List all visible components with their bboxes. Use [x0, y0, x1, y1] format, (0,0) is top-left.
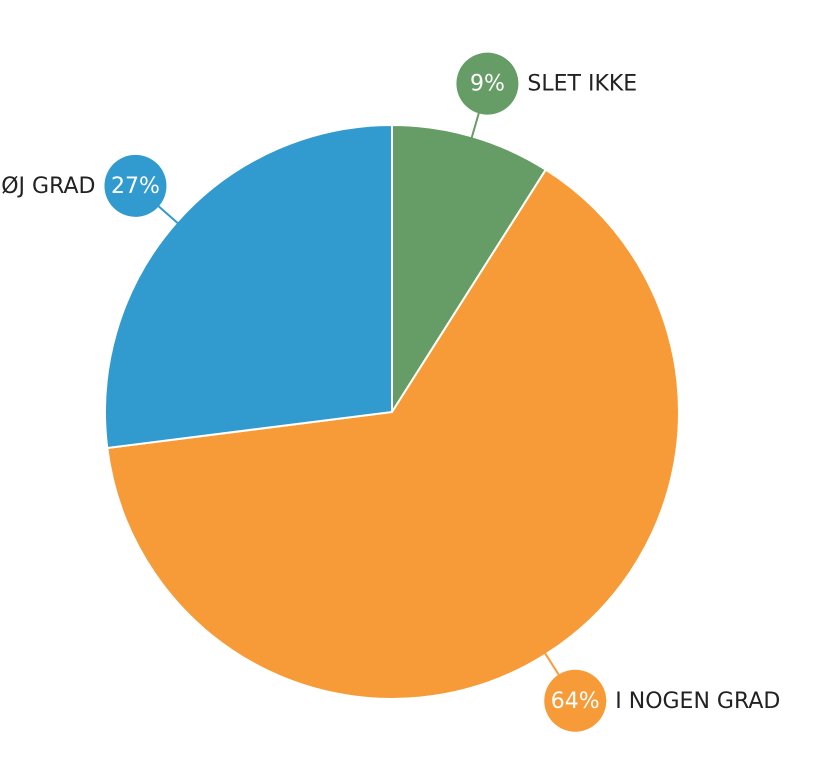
label-bubble: [456, 52, 519, 115]
label-bubble: [544, 669, 607, 732]
value-label: 27%: [111, 174, 160, 199]
category-label: SLET IKKE: [527, 72, 637, 97]
value-label: 9%: [470, 72, 505, 97]
label-bubble: [104, 154, 167, 217]
category-label: I HØJ GRAD: [0, 174, 95, 199]
category-label: I NOGEN GRAD: [615, 689, 780, 714]
value-label: 64%: [551, 689, 600, 714]
